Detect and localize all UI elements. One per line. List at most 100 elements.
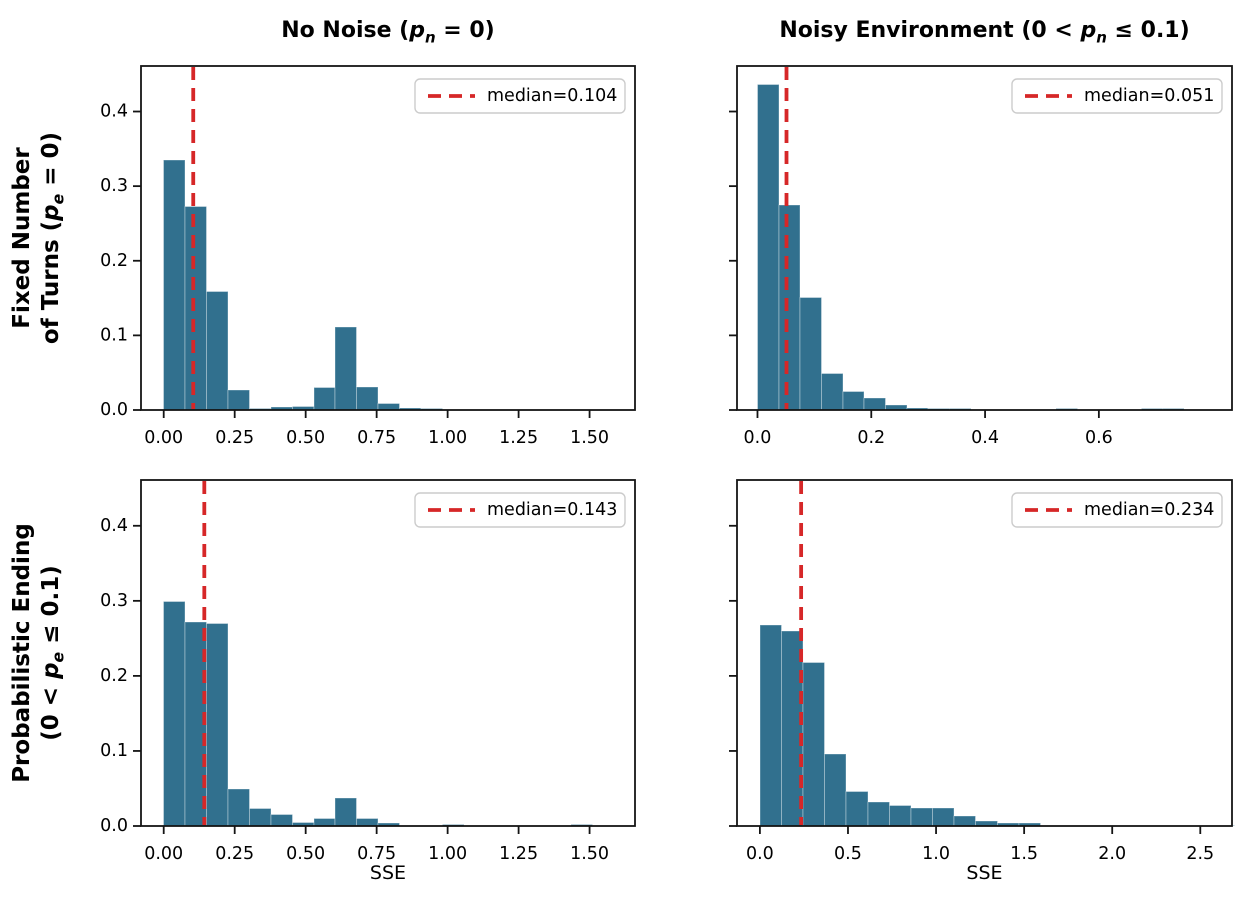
legend-box (1011, 492, 1223, 528)
title-math-var: p (409, 18, 425, 43)
histogram-bar (842, 390, 865, 411)
y-tick-label: 0.1 (100, 325, 128, 345)
x-tick-label: 0.75 (357, 428, 396, 448)
histogram-bottom-right: 0.0 0.5 1.0 1.5 2.0 2.5 median=0.234 (729, 479, 1236, 864)
legend-box (414, 78, 626, 114)
x-axis-label-sse-left: SSE (369, 862, 407, 884)
histogram-bar (270, 814, 293, 827)
histogram-bar (313, 387, 336, 411)
legend: median=0.234 (1011, 492, 1223, 528)
y-tick-label: 0.4 (100, 102, 128, 122)
histogram-bar (932, 807, 955, 827)
title-math-var: p (1080, 18, 1097, 43)
histogram-bar (910, 807, 934, 827)
legend-label: median=0.143 (487, 500, 617, 520)
histogram-bar (163, 159, 186, 411)
x-tick-label: 1.5 (1010, 844, 1038, 864)
x-tick-label: 1.50 (570, 428, 609, 448)
histogram-bar (227, 389, 250, 411)
x-tick-label: 2.5 (1186, 844, 1214, 864)
y-tick-label: 0.2 (100, 666, 128, 686)
title-text: No Noise ( (281, 18, 410, 43)
x-tick-label: 1.00 (428, 844, 467, 864)
x-tick-label: 1.00 (428, 428, 467, 448)
x-tick-label: 0.6 (1085, 428, 1113, 448)
row-label-fixed-number-of-turns: Fixed Number of Turns (pe = 0) (8, 68, 70, 408)
histogram-bar (184, 205, 208, 411)
x-tick-label: 0.0 (744, 428, 772, 448)
histogram-bar (227, 788, 250, 827)
histogram-bar (334, 797, 358, 827)
histogram-bar (313, 817, 336, 827)
x-tick-label: 1.0 (922, 844, 950, 864)
x-tick-label: 0.4 (971, 428, 999, 448)
axes-box (140, 479, 636, 827)
y-tick-label: 0.1 (100, 741, 128, 761)
x-tick-label: 0.25 (215, 844, 254, 864)
legend-box (414, 492, 626, 528)
histogram-bar (759, 624, 782, 827)
histogram-bars (163, 601, 615, 827)
x-tick-label: 0.00 (144, 428, 183, 448)
column-title-no-noise: No Noise (pn = 0) (141, 16, 635, 52)
x-tick-label: 0.2 (857, 428, 885, 448)
legend: median=0.051 (1011, 78, 1223, 114)
histogram-bar (778, 204, 801, 411)
x-tick-label: 0.25 (215, 428, 254, 448)
histogram-bar (802, 661, 826, 827)
histogram-bars (163, 159, 615, 411)
x-tick-label: 1.50 (570, 844, 609, 864)
x-tick-label: 0.5 (834, 844, 862, 864)
histogram-bar (863, 397, 886, 411)
legend-label: median=0.104 (487, 86, 617, 106)
row-label-line1: Fixed Number (8, 147, 35, 329)
histogram-bar (867, 801, 890, 827)
column-title-noisy-environment: Noisy Environment (0 < pn ≤ 0.1) (737, 16, 1232, 52)
title-math-sub: n (1096, 28, 1107, 47)
y-tick-label: 0.3 (100, 176, 128, 196)
title-text: Noisy Environment (0 < (779, 18, 1081, 43)
histogram-bar (377, 402, 400, 411)
histogram-bars (756, 84, 1185, 411)
x-tick-label: 0.50 (286, 428, 325, 448)
y-tick-label: 0.0 (100, 816, 128, 836)
row-label-line2: of Turns (pe = 0) (37, 131, 68, 345)
row-label-probabilistic-ending: Probabilistic Ending (0 < pe ≤ 0.1) (8, 483, 70, 823)
x-tick-label: 0.00 (144, 844, 183, 864)
histogram-bar (334, 326, 358, 411)
title-text: = 0) (435, 18, 495, 43)
histogram-bar (356, 386, 379, 411)
histogram-bar (888, 805, 912, 827)
x-tick-label: 2.0 (1098, 844, 1126, 864)
row-label-line2: (0 < pe ≤ 0.1) (37, 565, 68, 741)
histogram-bar (248, 808, 272, 827)
histogram-bar (953, 815, 977, 827)
x-tick-label: 0.0 (746, 844, 774, 864)
legend-box (1011, 78, 1223, 114)
legend: median=0.104 (414, 78, 626, 114)
axes-box (140, 65, 636, 411)
histogram-top-right: 0.0 0.2 0.4 0.6 median=0.051 (729, 65, 1233, 448)
histogram-bar (824, 753, 847, 827)
title-text: ≤ 0.1) (1106, 18, 1190, 43)
x-axis-label-sse-right: SSE (966, 862, 1003, 884)
y-tick-label: 0.4 (100, 516, 128, 536)
axes-box (736, 479, 1233, 827)
y-tick-label: 0.3 (100, 591, 128, 611)
histogram-bottom-left: 0.00 0.25 0.50 0.75 1.00 1.25 1.50 0.0 0.1 0.2 0.3… (100, 479, 636, 864)
legend: median=0.143 (414, 492, 626, 528)
title-math-sub: n (424, 28, 436, 47)
histogram-bars (759, 624, 1236, 827)
x-tick-label: 1.25 (499, 844, 538, 864)
x-tick-label: 0.50 (286, 844, 325, 864)
y-tick-label: 0.0 (100, 400, 128, 420)
histogram-bar (845, 790, 869, 827)
x-tick-label: 1.25 (499, 428, 538, 448)
legend-label: median=0.234 (1084, 500, 1214, 520)
row-label-line1: Probabilistic Ending (8, 523, 35, 783)
histogram-bar (756, 84, 780, 411)
histogram-bar (163, 601, 186, 827)
x-tick-label: 0.75 (357, 844, 396, 864)
histogram-bar (799, 296, 822, 411)
